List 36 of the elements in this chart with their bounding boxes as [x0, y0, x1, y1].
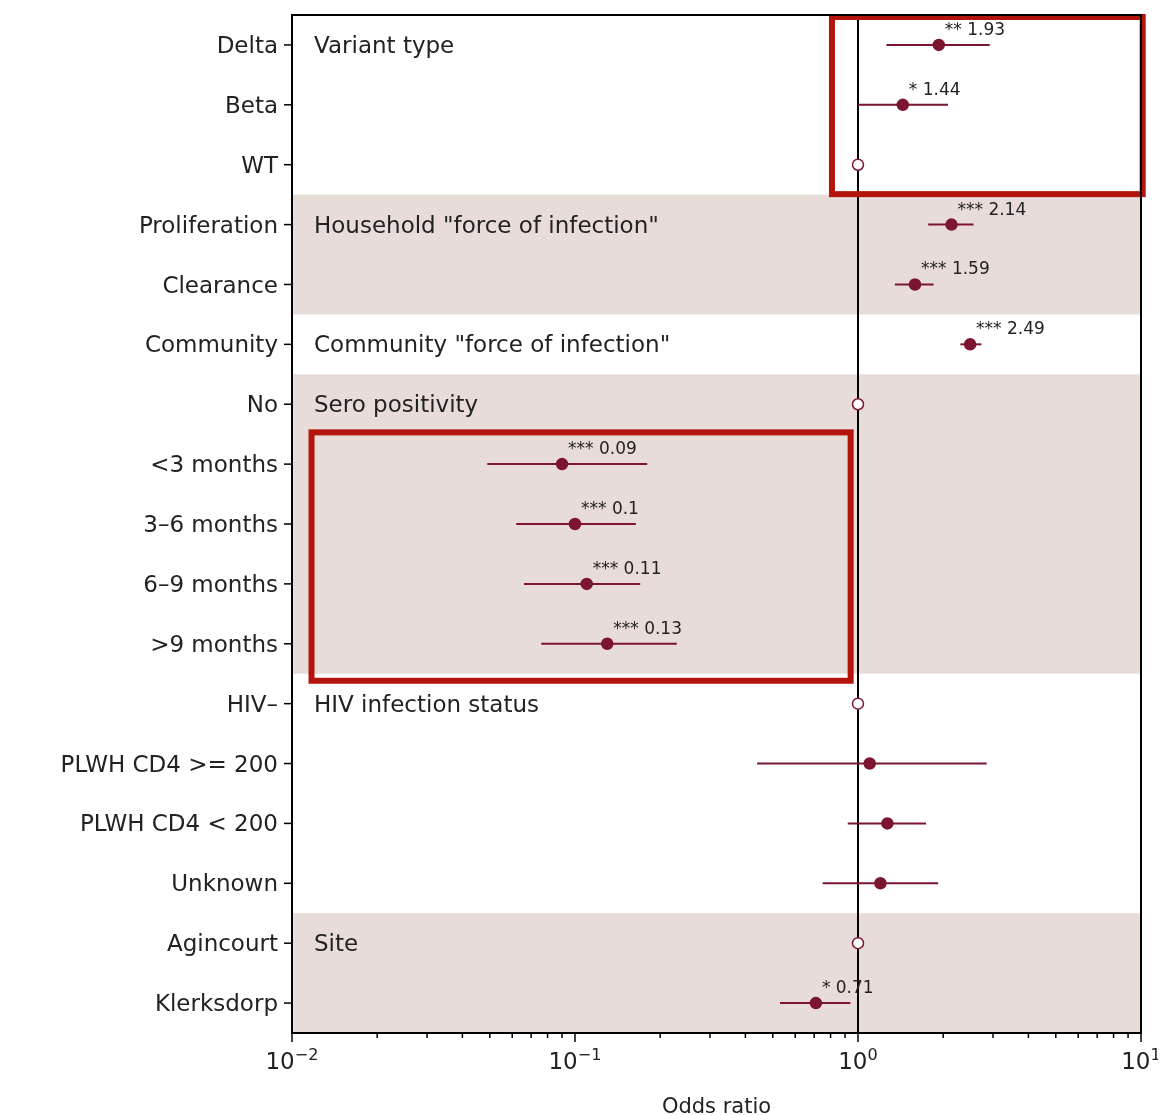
y-tick-label: <3 months: [150, 451, 278, 478]
y-tick-label: Agincourt: [166, 930, 278, 957]
y-tick-label: 6–9 months: [143, 570, 278, 597]
data-label: ** 1.93: [944, 18, 1006, 39]
data-label: *** 0.1: [581, 498, 639, 518]
annotation: Sero positivity: [314, 391, 479, 418]
y-tick-label: >9 months: [150, 630, 278, 657]
y-tick-label: Proliferation: [138, 211, 278, 238]
annotation: HIV infection status: [314, 690, 540, 717]
x-axis-title: Odds ratio: [661, 1094, 772, 1115]
annotation: Community "force of infection": [314, 331, 671, 358]
annotation: Household "force of infection": [314, 211, 659, 238]
y-tick-label: Beta: [224, 91, 278, 118]
data-label: *** 1.59: [921, 258, 990, 279]
data-label: *** 0.11: [592, 557, 662, 578]
y-tick-label: Clearance: [162, 271, 278, 298]
data-label: * 1.44: [908, 78, 961, 99]
data-label: *** 0.13: [613, 617, 683, 638]
y-tick-label: PLWH CD4 < 200: [79, 810, 278, 837]
y-tick-label: Community: [144, 331, 278, 358]
data-label: *** 2.14: [957, 198, 1027, 219]
x-tick-label: 10$^{−1}$: [548, 1044, 602, 1074]
y-tick-label: HIV–: [226, 690, 278, 717]
data-label: *** 0.09: [568, 438, 637, 459]
annotation: Site: [314, 930, 359, 957]
annotation: Variant type: [314, 31, 455, 58]
x-tick-label: 10$^{0}$: [838, 1044, 878, 1074]
data-label: *** 2.49: [976, 318, 1045, 339]
y-tick-label: No: [246, 391, 278, 418]
y-tick-label: Klerksdorp: [154, 990, 278, 1017]
y-tick-label: Delta: [216, 31, 278, 58]
y-tick-label: 3–6 months: [143, 511, 278, 538]
y-tick-label: WT: [241, 151, 279, 178]
y-tick-label: PLWH CD4 >= 200: [60, 750, 278, 777]
x-tick-label: 10$^{−2}$: [265, 1044, 319, 1074]
y-tick-label: Unknown: [171, 870, 278, 897]
